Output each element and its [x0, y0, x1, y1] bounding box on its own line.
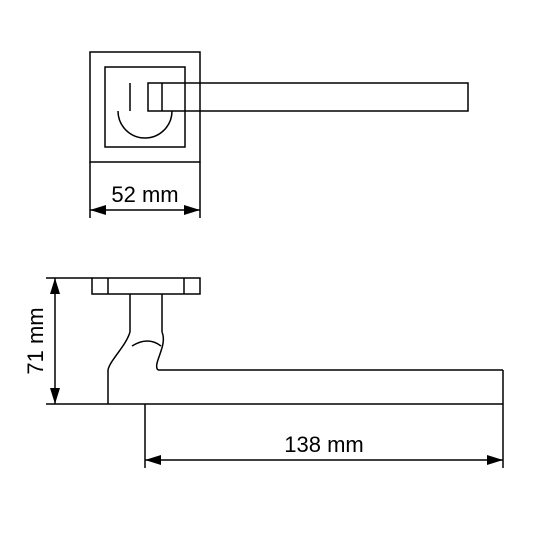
dim-71mm-label: 71 mm [23, 307, 48, 374]
dim-138mm-label: 138 mm [284, 432, 363, 457]
technical-drawing: 52 mm 71 mm 138 mm [0, 0, 551, 551]
top-view: 52 mm [90, 52, 468, 218]
dim-52mm-label: 52 mm [111, 182, 178, 207]
side-view: 71 mm 138 mm [23, 278, 503, 468]
